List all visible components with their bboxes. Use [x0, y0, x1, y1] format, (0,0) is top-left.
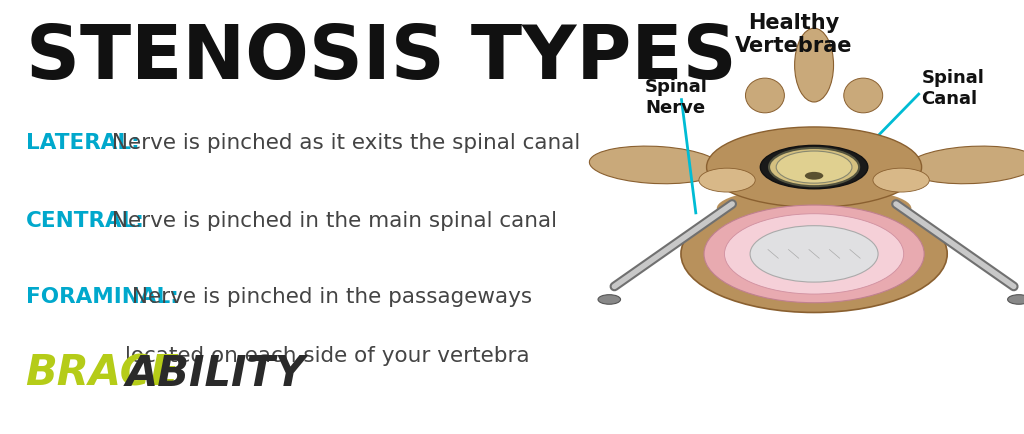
- Ellipse shape: [805, 172, 823, 180]
- Ellipse shape: [699, 168, 756, 192]
- Ellipse shape: [705, 205, 925, 303]
- Text: STENOSIS TYPES: STENOSIS TYPES: [26, 22, 736, 95]
- Ellipse shape: [760, 145, 868, 189]
- Ellipse shape: [769, 148, 859, 186]
- Ellipse shape: [707, 127, 922, 207]
- Text: Nerve is pinched in the passageways: Nerve is pinched in the passageways: [125, 287, 531, 307]
- Ellipse shape: [907, 146, 1024, 184]
- Text: located on each side of your vertebra: located on each side of your vertebra: [125, 346, 529, 366]
- Ellipse shape: [598, 295, 621, 304]
- Ellipse shape: [872, 168, 930, 192]
- Ellipse shape: [681, 195, 947, 312]
- Text: Healthy
Vertebrae: Healthy Vertebrae: [735, 13, 852, 56]
- Text: CENTRAL:: CENTRAL:: [26, 211, 144, 231]
- Text: BRACE: BRACE: [26, 353, 179, 395]
- Text: Nerve is pinched as it exits the spinal canal: Nerve is pinched as it exits the spinal …: [104, 133, 580, 153]
- Ellipse shape: [745, 78, 784, 113]
- Ellipse shape: [795, 28, 834, 102]
- Ellipse shape: [776, 151, 852, 183]
- Ellipse shape: [717, 187, 911, 230]
- Text: FORAMINAL:: FORAMINAL:: [26, 287, 178, 307]
- Ellipse shape: [590, 146, 721, 184]
- Text: Nerve is pinched in the main spinal canal: Nerve is pinched in the main spinal cana…: [104, 211, 557, 231]
- Ellipse shape: [844, 78, 883, 113]
- Ellipse shape: [725, 214, 904, 294]
- Ellipse shape: [1008, 295, 1024, 304]
- Text: ABILITY: ABILITY: [125, 353, 305, 395]
- Ellipse shape: [750, 226, 879, 282]
- Text: LATERAL:: LATERAL:: [26, 133, 139, 153]
- Text: Spinal
Nerve: Spinal Nerve: [645, 78, 708, 117]
- Text: Spinal
Canal: Spinal Canal: [922, 69, 984, 108]
